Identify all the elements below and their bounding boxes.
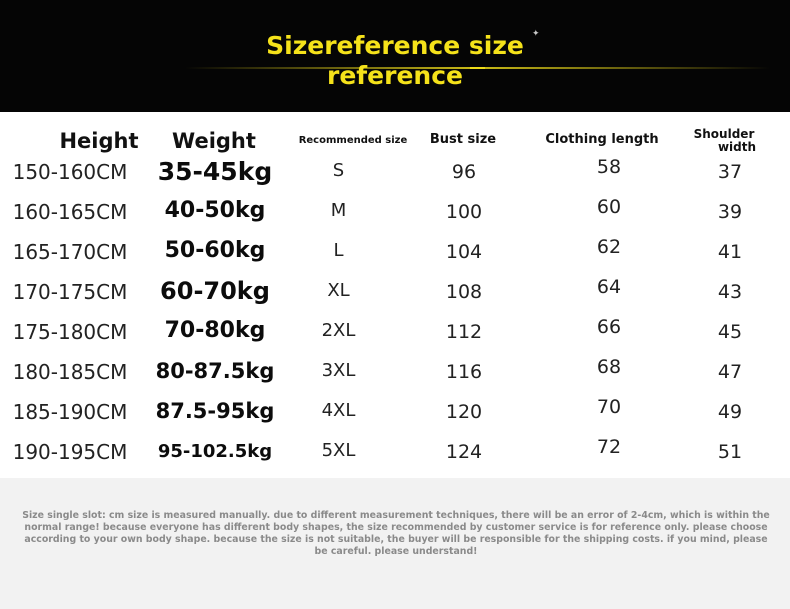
disclaimer-text: Size single slot: cm size is measured ma… (22, 510, 770, 557)
size-cell: 3XL (321, 360, 356, 381)
length-cell: 64 (596, 276, 622, 298)
length-cell: 68 (596, 356, 622, 378)
disclaimer-panel: Size single slot: cm size is measured ma… (0, 478, 790, 609)
height-cell: 170-175CM (12, 280, 128, 304)
bust-cell: 120 (445, 401, 483, 423)
table-row: 185-190CM 87.5-95kg 4XL 120 70 49 (0, 392, 790, 432)
length-cell: 58 (596, 156, 622, 178)
bust-cell: 124 (445, 441, 483, 463)
table-row: 150-160CM 35-45kg S 96 58 37 (0, 152, 790, 192)
weight-cell: 40-50kg (164, 198, 266, 223)
size-cell: L (333, 240, 344, 261)
weight-cell: 70-80kg (164, 318, 266, 343)
banner-header: Sizereference size reference ✦ (0, 0, 790, 112)
column-header-weight: Weight (172, 129, 256, 153)
table-row: 160-165CM 40-50kg M 100 60 39 (0, 192, 790, 232)
column-header-bust-size: Bust size (429, 132, 497, 147)
shoulder-cell: 51 (717, 441, 743, 463)
title-glow-left (185, 67, 485, 69)
weight-cell: 95-102.5kg (157, 441, 273, 462)
size-cell: XL (327, 280, 350, 301)
height-cell: 175-180CM (12, 320, 128, 344)
height-cell: 165-170CM (12, 240, 128, 264)
weight-cell: 87.5-95kg (155, 399, 275, 423)
shoulder-cell: 41 (717, 241, 743, 263)
length-cell: 62 (596, 236, 622, 258)
length-cell: 60 (596, 196, 622, 218)
column-header-shoulder: Shoulder (693, 127, 755, 141)
shoulder-cell: 49 (717, 401, 743, 423)
length-cell: 72 (596, 436, 622, 458)
size-cell: 5XL (321, 440, 356, 461)
weight-cell: 60-70kg (160, 277, 270, 305)
table-row: 165-170CM 50-60kg L 104 62 41 (0, 232, 790, 272)
weight-cell: 50-60kg (164, 238, 266, 263)
height-cell: 185-190CM (12, 400, 128, 424)
bust-cell: 104 (445, 241, 483, 263)
shoulder-cell: 39 (717, 201, 743, 223)
column-header-shoulder-width: width (717, 140, 757, 154)
size-table: Height Weight Recommended size Bust size… (0, 112, 790, 480)
bust-cell: 116 (445, 361, 483, 383)
weight-cell: 80-87.5kg (155, 359, 275, 383)
size-cell: M (330, 200, 347, 221)
table-row: 180-185CM 80-87.5kg 3XL 116 68 47 (0, 352, 790, 392)
shoulder-cell: 45 (717, 321, 743, 343)
page-title-line1: Sizereference size (266, 31, 524, 60)
length-cell: 66 (596, 316, 622, 338)
page-title-line2: reference (327, 61, 463, 90)
size-cell: 2XL (321, 320, 356, 341)
height-cell: 160-165CM (12, 200, 128, 224)
bust-cell: 100 (445, 201, 483, 223)
shoulder-cell: 47 (717, 361, 743, 383)
weight-cell: 35-45kg (157, 157, 273, 186)
column-header-clothing-length: Clothing length (545, 132, 659, 147)
table-row: 170-175CM 60-70kg XL 108 64 43 (0, 272, 790, 312)
bust-cell: 112 (445, 321, 483, 343)
shoulder-cell: 43 (717, 281, 743, 303)
height-cell: 190-195CM (12, 440, 128, 464)
length-cell: 70 (596, 396, 622, 418)
height-cell: 150-160CM (12, 160, 128, 184)
height-cell: 180-185CM (12, 360, 128, 384)
column-header-height: Height (59, 129, 139, 153)
table-row: 190-195CM 95-102.5kg 5XL 124 72 51 (0, 432, 790, 472)
shoulder-cell: 37 (717, 161, 743, 183)
sparkle-icon: ✦ (532, 29, 540, 39)
bust-cell: 96 (451, 161, 477, 183)
size-cell: 4XL (321, 400, 356, 421)
bust-cell: 108 (445, 281, 483, 303)
size-cell: S (332, 160, 345, 181)
column-header-recommended-size: Recommended size (298, 135, 408, 146)
table-row: 175-180CM 70-80kg 2XL 112 66 45 (0, 312, 790, 352)
